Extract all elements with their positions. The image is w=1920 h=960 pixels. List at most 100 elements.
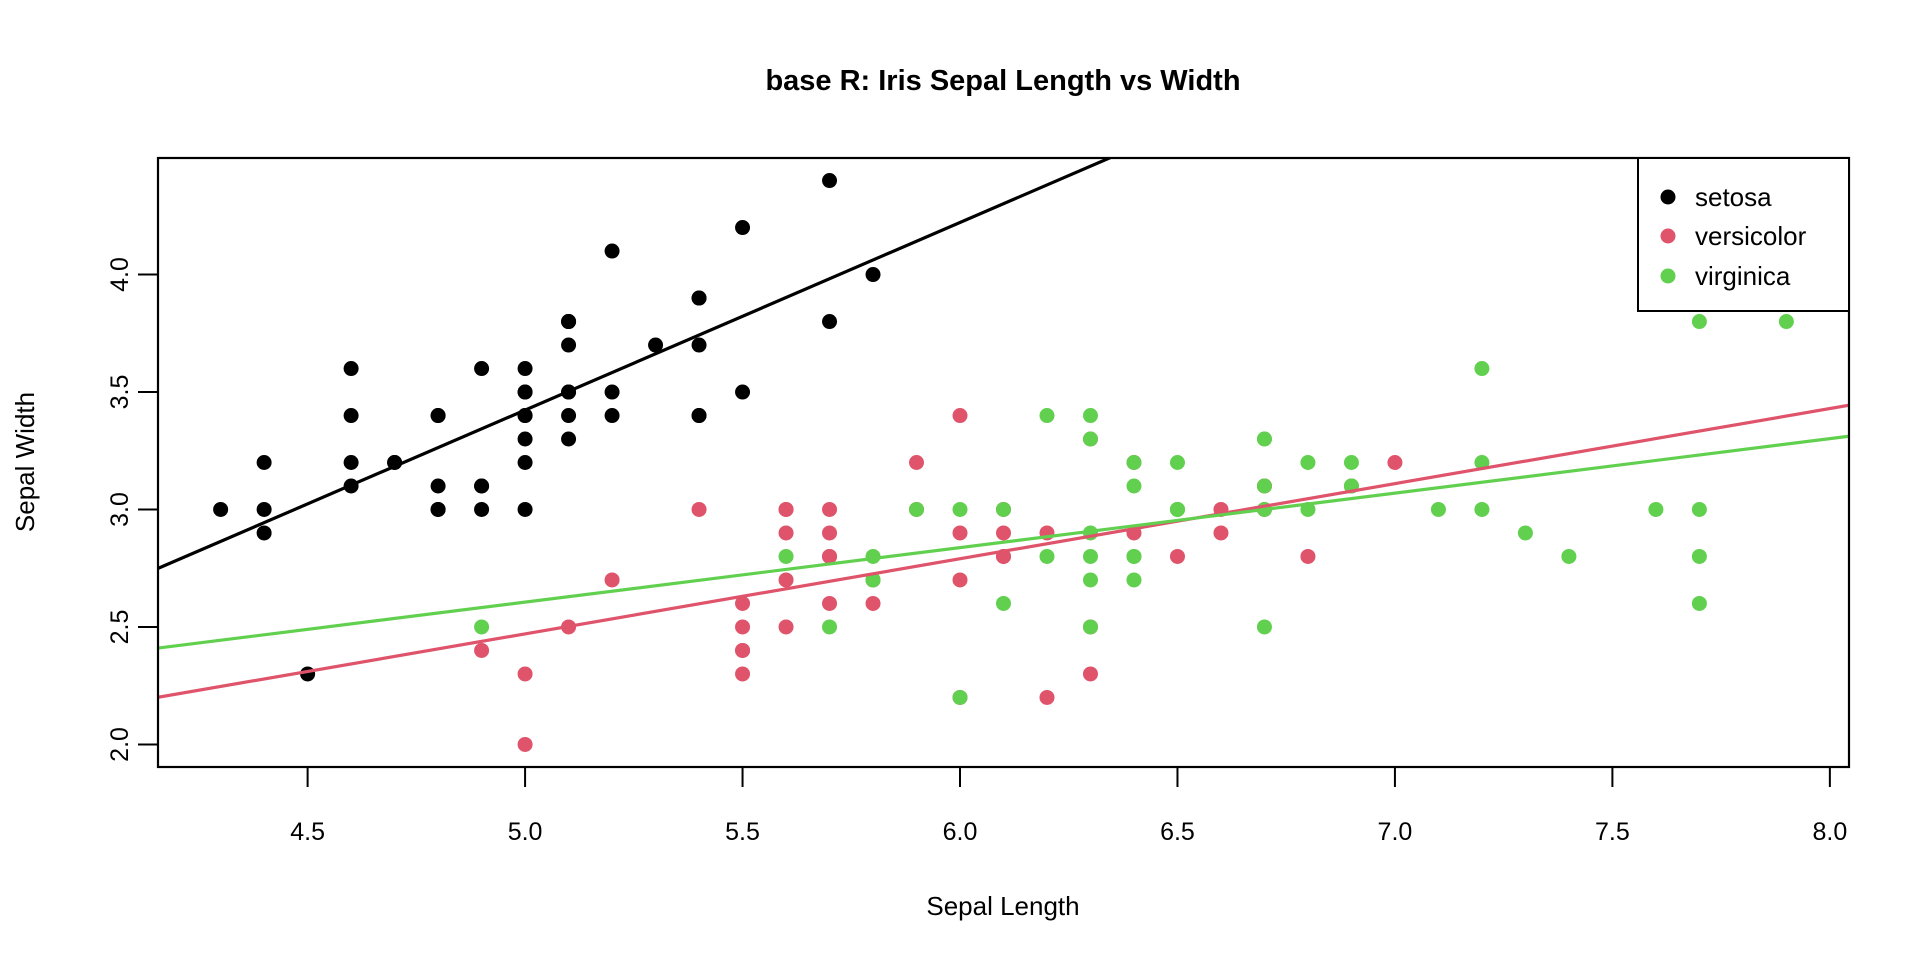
data-point-virginica bbox=[1039, 548, 1055, 564]
data-point-virginica bbox=[1691, 548, 1707, 564]
data-point-virginica bbox=[1126, 548, 1142, 564]
data-point-versicolor bbox=[517, 666, 533, 682]
regression-line-setosa bbox=[158, 158, 1114, 570]
data-point-setosa bbox=[343, 361, 359, 377]
data-point-setosa bbox=[735, 384, 751, 400]
data-point-virginica bbox=[1126, 455, 1142, 470]
data-point-versicolor bbox=[1082, 666, 1098, 682]
legend-label-virginica: virginica bbox=[1695, 261, 1791, 291]
data-point-versicolor bbox=[952, 408, 968, 424]
data-point-setosa bbox=[256, 455, 272, 470]
data-point-virginica bbox=[909, 501, 925, 517]
data-point-virginica bbox=[1517, 525, 1533, 541]
data-point-setosa bbox=[561, 337, 577, 353]
data-point-versicolor bbox=[909, 455, 925, 470]
data-point-setosa bbox=[256, 501, 272, 517]
data-point-setosa bbox=[517, 361, 533, 377]
data-point-setosa bbox=[735, 220, 751, 236]
data-point-virginica bbox=[1082, 548, 1098, 564]
plot-frame bbox=[156, 156, 1851, 769]
data-point-setosa bbox=[430, 478, 446, 494]
data-point-versicolor bbox=[778, 501, 794, 517]
data-point-virginica bbox=[1082, 408, 1098, 424]
data-point-virginica bbox=[952, 501, 968, 517]
data-point-setosa bbox=[430, 408, 446, 424]
y-tick-label: 2.5 bbox=[106, 610, 134, 645]
data-point-setosa bbox=[648, 337, 664, 353]
regression-line-virginica bbox=[158, 434, 1849, 650]
legend-marker-versicolor bbox=[1660, 228, 1676, 244]
data-point-setosa bbox=[691, 290, 707, 306]
data-point-setosa bbox=[604, 243, 620, 259]
data-point-versicolor bbox=[778, 619, 794, 635]
data-point-setosa bbox=[604, 408, 620, 424]
chart-title: base R: Iris Sepal Length vs Width bbox=[765, 65, 1240, 97]
x-tick-label: 7.5 bbox=[1595, 818, 1630, 846]
data-point-setosa bbox=[691, 408, 707, 424]
data-point-versicolor bbox=[822, 501, 838, 517]
data-point-virginica bbox=[1169, 455, 1185, 470]
data-point-virginica bbox=[1648, 501, 1664, 517]
data-point-setosa bbox=[865, 267, 881, 283]
regression-line-versicolor bbox=[158, 403, 1849, 699]
x-tick-label: 6.0 bbox=[943, 818, 978, 846]
data-point-virginica bbox=[1343, 455, 1359, 470]
data-point-setosa bbox=[604, 384, 620, 400]
data-point-virginica bbox=[1474, 361, 1490, 377]
data-point-versicolor bbox=[604, 572, 620, 588]
data-point-virginica bbox=[1039, 408, 1055, 424]
data-point-virginica bbox=[822, 619, 838, 635]
data-point-versicolor bbox=[735, 595, 751, 611]
data-point-setosa bbox=[822, 173, 838, 189]
data-point-versicolor bbox=[822, 548, 838, 564]
x-tick-label: 4.5 bbox=[290, 818, 325, 846]
legend-label-versicolor: versicolor bbox=[1695, 221, 1807, 251]
data-point-virginica bbox=[1256, 478, 1272, 494]
data-point-virginica bbox=[1561, 548, 1577, 564]
data-point-setosa bbox=[430, 501, 446, 517]
data-point-virginica bbox=[996, 595, 1011, 611]
data-point-setosa bbox=[343, 408, 359, 424]
data-point-versicolor bbox=[1387, 455, 1403, 470]
data-point-setosa bbox=[561, 314, 577, 330]
data-point-versicolor bbox=[474, 642, 490, 658]
data-point-virginica bbox=[1300, 455, 1316, 470]
y-tick-label: 3.5 bbox=[106, 375, 134, 410]
data-point-virginica bbox=[1082, 619, 1098, 635]
data-point-versicolor bbox=[1039, 689, 1055, 705]
data-point-virginica bbox=[1474, 455, 1490, 470]
data-point-virginica bbox=[1778, 314, 1794, 330]
y-tick-label: 3.0 bbox=[106, 492, 134, 527]
y-tick-label: 4.0 bbox=[106, 257, 134, 292]
data-point-versicolor bbox=[865, 595, 881, 611]
x-axis-label: Sepal Length bbox=[926, 891, 1079, 921]
data-point-virginica bbox=[996, 501, 1011, 517]
legend: setosa versicolor virginica bbox=[1637, 157, 1850, 312]
data-point-setosa bbox=[256, 525, 272, 541]
data-point-versicolor bbox=[996, 525, 1011, 541]
data-point-setosa bbox=[691, 337, 707, 353]
data-point-setosa bbox=[517, 431, 533, 447]
legend-marker-virginica bbox=[1660, 268, 1676, 284]
data-point-virginica bbox=[1691, 314, 1707, 330]
data-point-setosa bbox=[561, 408, 577, 424]
data-point-setosa bbox=[474, 501, 490, 517]
data-point-virginica bbox=[1126, 478, 1142, 494]
data-point-versicolor bbox=[778, 572, 794, 588]
data-point-versicolor bbox=[691, 501, 707, 517]
data-point-versicolor bbox=[1300, 548, 1316, 564]
data-point-virginica bbox=[952, 689, 968, 705]
data-point-virginica bbox=[865, 572, 881, 588]
data-point-virginica bbox=[1082, 431, 1098, 447]
data-point-versicolor bbox=[778, 525, 794, 541]
data-point-versicolor bbox=[822, 525, 838, 541]
data-point-versicolor bbox=[1169, 548, 1185, 564]
y-tick-label: 2.0 bbox=[106, 727, 134, 762]
data-point-versicolor bbox=[822, 595, 838, 611]
x-tick-label: 5.0 bbox=[508, 818, 543, 846]
data-point-versicolor bbox=[735, 619, 751, 635]
data-point-setosa bbox=[517, 501, 533, 517]
data-point-versicolor bbox=[952, 572, 968, 588]
data-point-virginica bbox=[1126, 572, 1142, 588]
